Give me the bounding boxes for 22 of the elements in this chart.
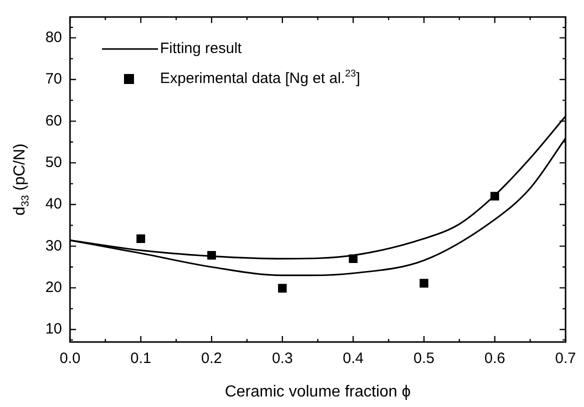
legend-label: Fitting result <box>160 40 243 58</box>
y-tick-label: 10 <box>45 320 62 338</box>
y-tick-label: 20 <box>45 278 62 296</box>
x-axis-title: Ceramic volume fraction ϕ <box>224 383 411 400</box>
x-tick-label: 0.7 <box>555 350 576 368</box>
x-tick-label: 0.5 <box>414 350 434 368</box>
y-tick-label: 80 <box>45 28 62 46</box>
point <box>420 278 428 288</box>
y-tick-label: 70 <box>45 70 62 88</box>
x-tick-label: 0.2 <box>201 350 222 368</box>
y-axis-title: d33 (pC/N) <box>11 143 32 216</box>
y-tick-label: 60 <box>45 112 62 130</box>
x-tick-label: 0.1 <box>130 350 152 368</box>
y-tick-label: 40 <box>45 196 62 213</box>
point <box>136 234 146 243</box>
y-tick-label: 30 <box>45 237 62 254</box>
x-tick-label: 0.6 <box>484 350 506 368</box>
x-tick-label: 0.3 <box>272 350 293 368</box>
point <box>278 284 287 293</box>
x-tick-label: 0.0 <box>60 350 80 368</box>
y-tick-label: 50 <box>45 154 62 171</box>
x-tick-label: 0.4 <box>342 350 364 368</box>
